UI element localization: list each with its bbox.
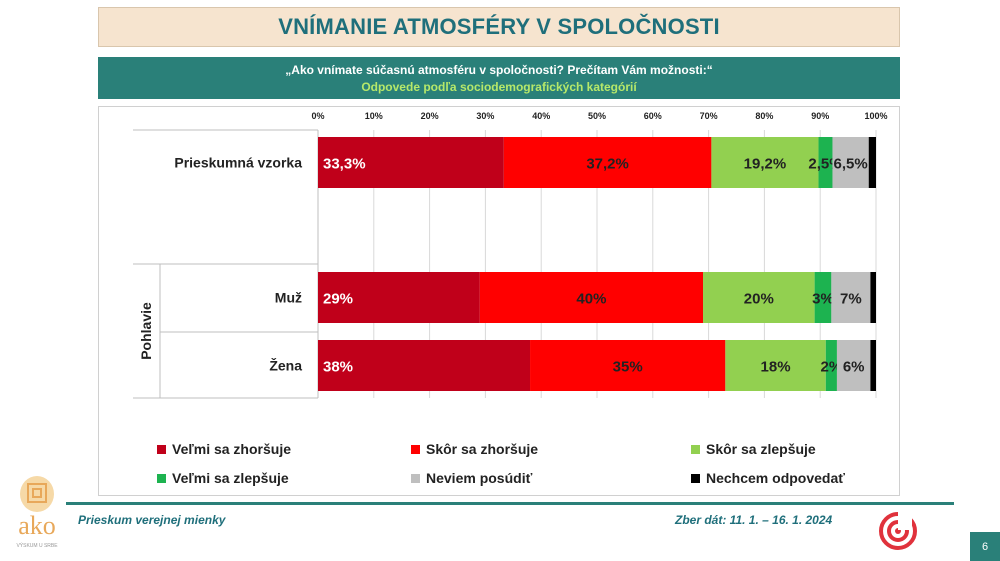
footer-divider [66, 502, 954, 505]
x-tick-label: 20% [421, 111, 439, 121]
data-label: 29% [323, 291, 353, 308]
x-tick-label: 100% [864, 111, 887, 121]
category-label: Muž [275, 290, 302, 306]
data-label: 18% [761, 359, 791, 376]
legend-swatch [157, 444, 166, 454]
legend-swatch [157, 473, 166, 483]
group-label: Pohlavie [138, 302, 154, 360]
bar-segment [725, 340, 826, 391]
ako-logo: ako VÝSKUM U SRBE [16, 476, 58, 549]
data-label: 6,5% [834, 156, 868, 173]
x-tick-label: 80% [755, 111, 773, 121]
bar-segment [479, 272, 704, 323]
legend-label: Skôr sa zhoršuje [426, 441, 539, 457]
footer-collection-date: Zber dát: 11. 1. – 16. 1. 2024 [675, 513, 833, 527]
x-tick-label: 0% [311, 111, 324, 121]
data-label: 38% [323, 359, 353, 376]
bar-segment [711, 137, 819, 188]
x-tick-label: 50% [588, 111, 606, 121]
bar-segment [818, 137, 833, 188]
legend-swatch [691, 473, 700, 483]
spiral-logo-icon [879, 512, 917, 550]
legend-item: Skôr sa zhoršuje [411, 441, 538, 457]
legend-item: Veľmi sa zlepšuje [157, 470, 289, 486]
page-title: VNÍMANIE ATMOSFÉRY V SPOLOČNOSTI [278, 14, 720, 39]
data-label: 3% [812, 291, 834, 308]
legend-item: Neviem posúdiť [411, 470, 532, 486]
bar-segment [318, 137, 504, 188]
data-label: 6% [843, 359, 865, 376]
head-silhouette-icon [20, 476, 54, 512]
legend-swatch [411, 473, 420, 483]
bar-segment [836, 340, 871, 391]
page-number: 6 [970, 532, 1000, 561]
legend-label: Skôr sa zlepšuje [706, 441, 816, 457]
x-tick-label: 10% [365, 111, 383, 121]
bar-segment [530, 340, 726, 391]
x-tick-label: 60% [644, 111, 662, 121]
category-label: Žena [269, 357, 302, 374]
bar-segment [318, 272, 480, 323]
data-label: 2% [821, 359, 843, 376]
category-label: Prieskumná vzorka [174, 155, 302, 171]
logo-tagline: VÝSKUM U SRBE [16, 542, 58, 549]
legend-swatch [691, 444, 700, 454]
legend-label: Veľmi sa zlepšuje [172, 470, 289, 486]
data-label: 33,3% [323, 156, 366, 173]
bar-segment [870, 272, 876, 323]
bar-segment [870, 340, 876, 391]
data-label: 40% [576, 291, 606, 308]
data-label: 20% [744, 291, 774, 308]
data-label: 35% [613, 359, 643, 376]
maze-icon [27, 483, 47, 503]
data-label: 37,2% [586, 156, 629, 173]
chart-legend: Veľmi sa zhoršuje Skôr sa zhoršuje Skôr sa… [157, 441, 877, 491]
legend-label: Veľmi sa zhoršuje [172, 441, 291, 457]
bar-segment [868, 137, 876, 188]
question-banner: „Ako vnímate súčasnú atmosféru v spoločn… [98, 57, 900, 99]
legend-item: Veľmi sa zhoršuje [157, 441, 291, 457]
bar-segment [703, 272, 815, 323]
legend-label: Nechcem odpovedať [706, 470, 845, 486]
title-banner: VNÍMANIE ATMOSFÉRY V SPOLOČNOSTI [98, 7, 900, 47]
bar-segment [814, 272, 832, 323]
legend-item: Nechcem odpovedať [691, 470, 845, 486]
legend-swatch [411, 444, 420, 454]
x-tick-label: 90% [811, 111, 829, 121]
data-label: 7% [840, 291, 862, 308]
legend-label: Neviem posúdiť [426, 470, 533, 486]
x-tick-label: 70% [700, 111, 718, 121]
bar-segment [503, 137, 712, 188]
bar-segment [825, 340, 837, 391]
footer-survey-name: Prieskum verejnej mienky [78, 513, 226, 527]
bar-segment [832, 137, 869, 188]
maze-inner [32, 488, 42, 498]
x-tick-label: 30% [476, 111, 494, 121]
x-tick-label: 40% [532, 111, 550, 121]
logo-text: ako [18, 511, 56, 540]
data-label: 19,2% [744, 156, 787, 173]
bar-segment [831, 272, 871, 323]
bar-segment [318, 340, 531, 391]
chart-subtitle: Odpovede podľa sociodemografických kateg… [361, 79, 637, 94]
legend-item: Skôr sa zlepšuje [691, 441, 816, 457]
survey-question: „Ako vnímate súčasnú atmosféru v spoločn… [285, 62, 713, 77]
